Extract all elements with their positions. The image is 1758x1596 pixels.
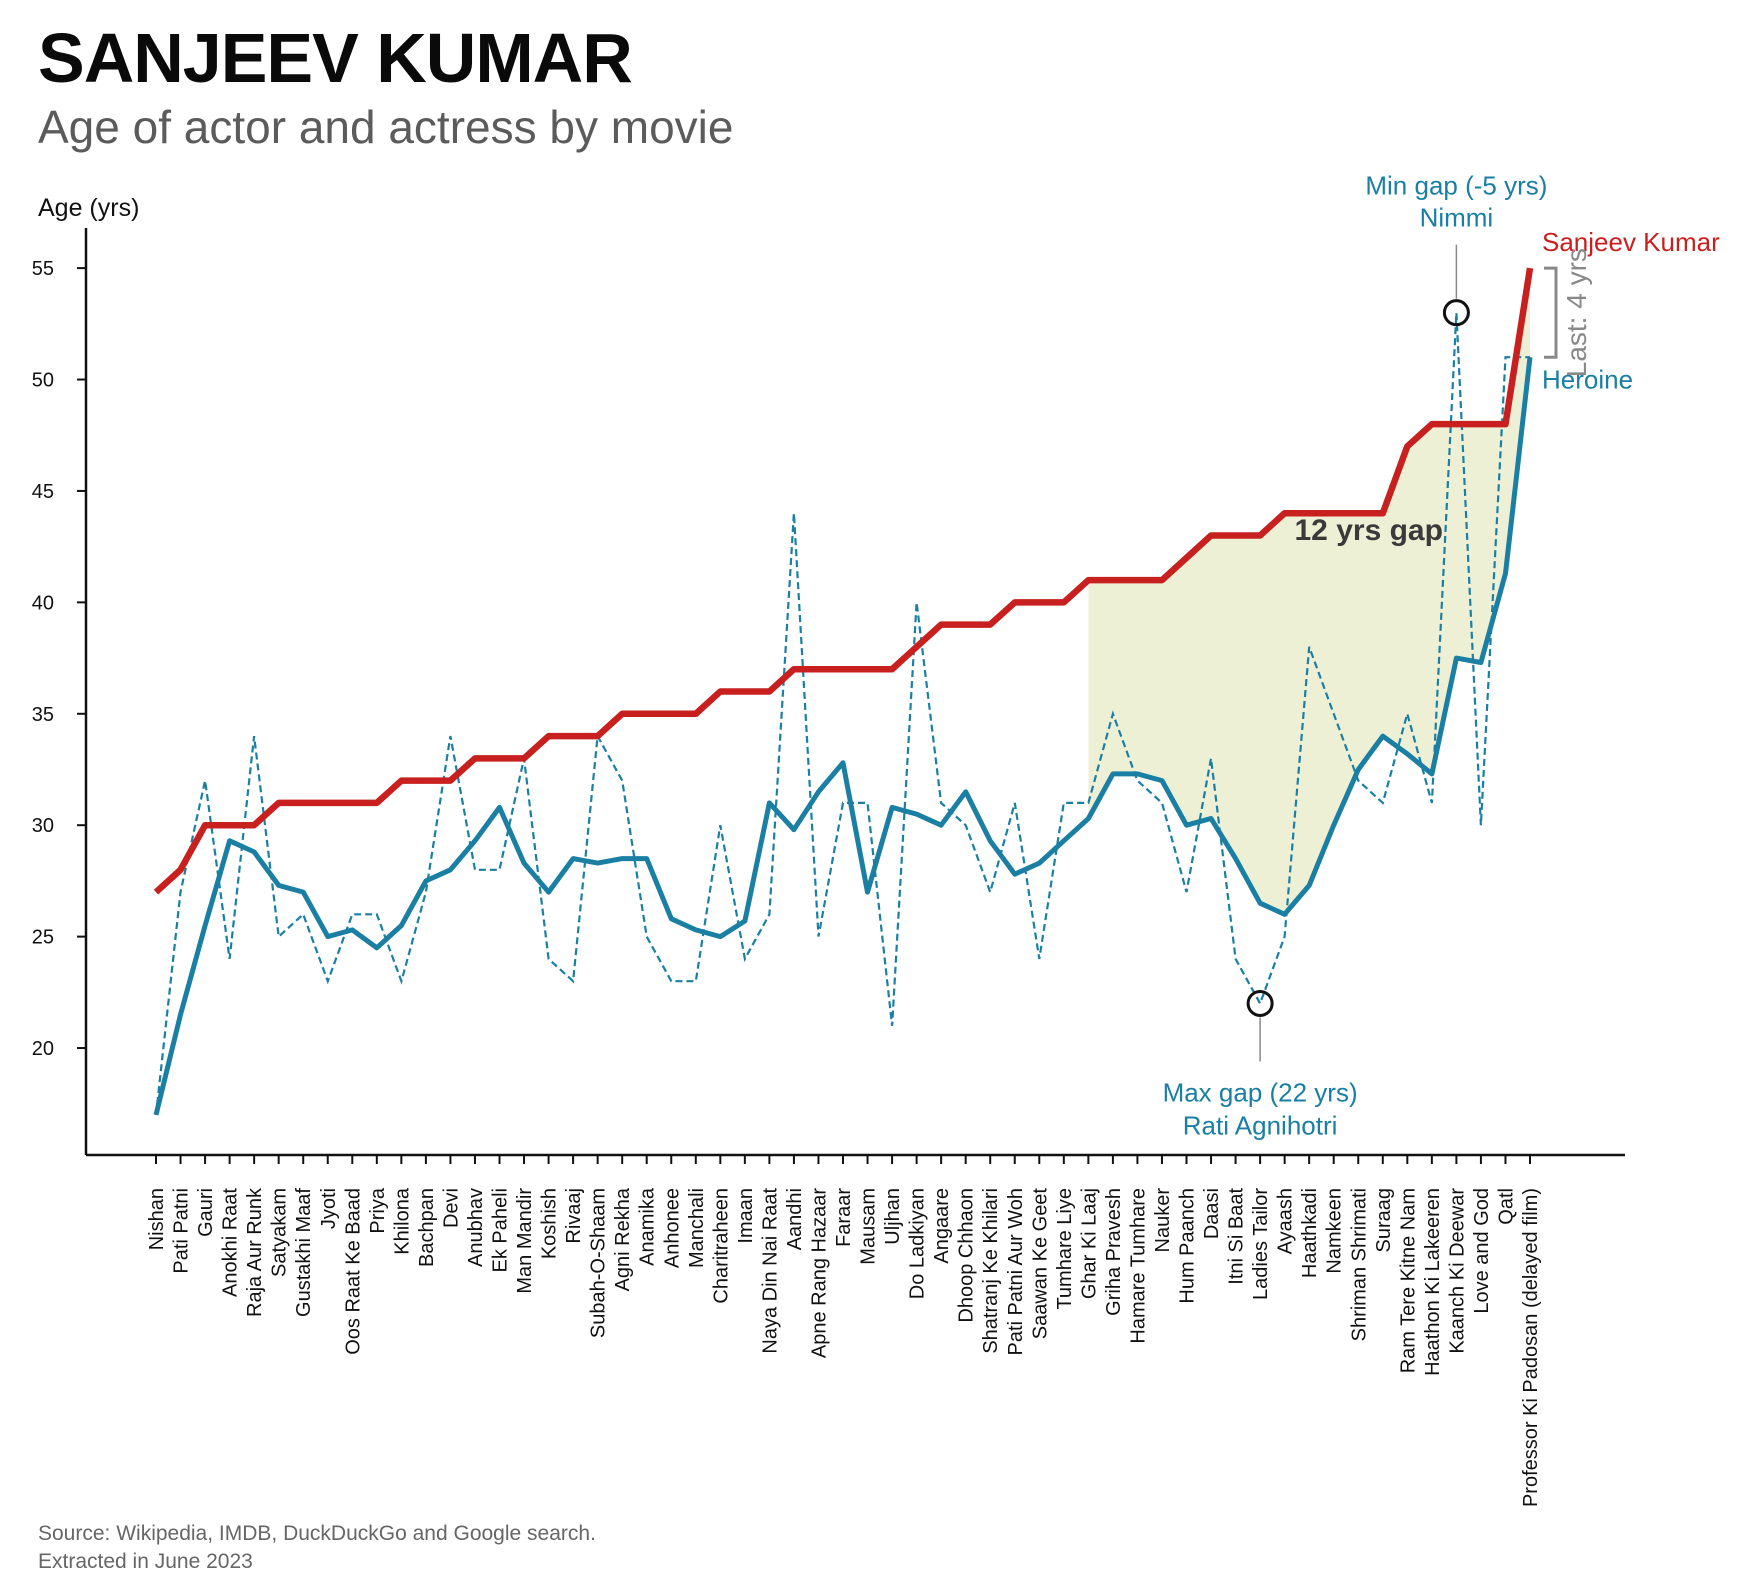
- x-tick-label: Suraag: [1373, 1188, 1395, 1253]
- gap-label: 12 yrs gap: [1295, 514, 1443, 547]
- heroine-raw-line: [154, 312, 1530, 1116]
- x-tick-label: Anamika: [637, 1187, 659, 1266]
- x-tick-label: Griha Pravesh: [1103, 1188, 1125, 1316]
- x-tick-label: Raja Aur Runk: [244, 1187, 266, 1317]
- chart-title: SANJEEV KUMAR: [38, 19, 633, 97]
- x-tick-label: Manchali: [686, 1188, 708, 1268]
- x-tick-label: Itni Si Baat: [1226, 1188, 1248, 1285]
- y-tick-label: 45: [32, 481, 54, 503]
- max-gap-label: Max gap (22 yrs): [1163, 1077, 1358, 1107]
- last-gap-label: Last: 4 yrs: [1561, 248, 1592, 377]
- x-tick-label: Bachpan: [416, 1188, 438, 1267]
- x-tick-label: Priya: [367, 1187, 389, 1233]
- x-tick-label: Shatranj Ke Khilari: [980, 1188, 1002, 1354]
- x-tick-label: Gustakhi Maaf: [293, 1188, 315, 1317]
- x-tick-label: Qatl: [1495, 1188, 1517, 1225]
- x-tick-label: Anubhav: [465, 1188, 487, 1267]
- x-tick-label: Apne Rang Hazaar: [808, 1188, 830, 1358]
- x-tick-label: Professor Ki Padosan (delayed film): [1520, 1188, 1542, 1507]
- y-tick-label: 40: [32, 592, 54, 614]
- x-tick-label: Ek Paheli: [490, 1188, 512, 1273]
- x-tick-label: Naya Din Nai Raat: [759, 1188, 781, 1354]
- x-tick-label: Pati Patni: [171, 1188, 193, 1274]
- x-tick-label: Ram Tere Kitne Nam: [1397, 1188, 1419, 1373]
- y-tick-label: 35: [32, 704, 54, 726]
- x-tick-label: Anhonee: [661, 1188, 683, 1268]
- y-tick-label: 50: [32, 370, 54, 392]
- x-tick-label: Anokhi Raat: [220, 1188, 242, 1297]
- y-axis-ticks: 20 25 30 35 40 45 50 55: [32, 258, 86, 1060]
- gap-area-polygon: [1088, 268, 1530, 915]
- x-tick-label: Namkeen: [1324, 1188, 1346, 1274]
- min-gap-marker: [1442, 299, 1470, 327]
- x-tick-label: Agni Rekha: [612, 1187, 634, 1291]
- x-tick-label: Nauker: [1152, 1188, 1174, 1253]
- y-tick-label: 30: [32, 815, 54, 837]
- chart-subtitle: Age of actor and actress by movie: [38, 101, 734, 153]
- heroine-series-label: Heroine: [1542, 364, 1633, 394]
- source-line: Source: Wikipedia, IMDB, DuckDuckGo and …: [38, 1522, 596, 1545]
- x-tick-label: Nishan: [146, 1188, 168, 1250]
- x-tick-label: Haathon Ki Lakeeren: [1422, 1188, 1444, 1376]
- x-tick-label: Hamare Tumhare: [1127, 1188, 1149, 1344]
- heroine-series: [153, 356, 1533, 1116]
- annotations: Sanjeev Kumar Heroine 12 yrs gap Last: 4 yr…: [1163, 171, 1721, 1141]
- x-tick-label: Koshish: [539, 1188, 561, 1259]
- x-tick-label: Shriman Shrimati: [1348, 1188, 1370, 1341]
- x-tick-label: Kaanch Ki Deewar: [1446, 1188, 1468, 1354]
- gap-fill-area: [1088, 268, 1530, 915]
- x-tick-label: Ladies Tailor: [1250, 1188, 1272, 1300]
- heroine-raw-series: [154, 312, 1530, 1116]
- axes: [84, 228, 1625, 1157]
- x-tick-label: Hum Paanch: [1177, 1188, 1199, 1304]
- actor-series-label: Sanjeev Kumar: [1542, 227, 1720, 257]
- x-tick-label: Angaare: [931, 1188, 953, 1264]
- x-tick-label: Tumhare Liye: [1054, 1188, 1076, 1310]
- x-tick-label: Aandhi: [784, 1188, 806, 1250]
- x-tick-label: Mausam: [858, 1188, 880, 1265]
- x-axis-ticks: Nishan Pati Patni Gauri Anokhi Raat Raja Aur…: [146, 1155, 1542, 1507]
- extracted-line: Extracted in June 2023: [38, 1550, 253, 1573]
- y-axis-label: Age (yrs): [38, 194, 139, 222]
- actor-series: [153, 267, 1534, 895]
- source-footer: Source: Wikipedia, IMDB, DuckDuckGo and …: [38, 1520, 596, 1576]
- x-tick-label: Ayaash: [1275, 1188, 1297, 1254]
- x-tick-label: Man Mandir: [514, 1188, 536, 1294]
- x-tick-label: Subah-O-Shaam: [588, 1188, 610, 1338]
- x-tick-label: Haathkadi: [1299, 1188, 1321, 1278]
- x-tick-label: Uljhan: [882, 1188, 904, 1245]
- x-tick-label: Charitraheen: [710, 1188, 732, 1304]
- x-tick-label: Satyakam: [269, 1188, 291, 1277]
- x-tick-label: Do Ladkiyan: [907, 1188, 929, 1299]
- x-tick-label: Saawan Ke Geet: [1029, 1188, 1051, 1340]
- x-tick-label: Gauri: [195, 1188, 217, 1237]
- x-tick-label: Love and God: [1471, 1188, 1493, 1314]
- x-tick-label: Daasi: [1201, 1188, 1223, 1239]
- last-gap-bracket: [1544, 266, 1558, 359]
- y-tick-label: 20: [32, 1038, 54, 1060]
- x-tick-label: Imaan: [735, 1188, 757, 1244]
- y-tick-label: 25: [32, 927, 54, 949]
- max-gap-marker: [1246, 989, 1274, 1017]
- min-gap-label: Min gap (-5 yrs): [1365, 171, 1547, 201]
- x-tick-label: Jyoti: [318, 1188, 340, 1229]
- max-gap-name: Rati Agnihotri: [1183, 1110, 1338, 1140]
- x-tick-label: Dhoop Chhaon: [956, 1188, 978, 1323]
- x-tick-label: Oos Raat Ke Baad: [342, 1188, 364, 1355]
- x-tick-label: Ghar Ki Laaj: [1078, 1188, 1100, 1299]
- x-tick-label: Faraar: [833, 1188, 855, 1247]
- min-gap-name: Nimmi: [1420, 203, 1494, 233]
- heroine-line: [153, 356, 1533, 1116]
- x-tick-label: Rivaaj: [563, 1188, 585, 1244]
- actor-line: [153, 267, 1534, 895]
- x-tick-label: Devi: [440, 1188, 462, 1228]
- y-tick-label: 55: [32, 258, 54, 280]
- x-tick-label: Khilona: [391, 1187, 413, 1255]
- x-tick-label: Pati Patni Aur Woh: [1005, 1188, 1027, 1356]
